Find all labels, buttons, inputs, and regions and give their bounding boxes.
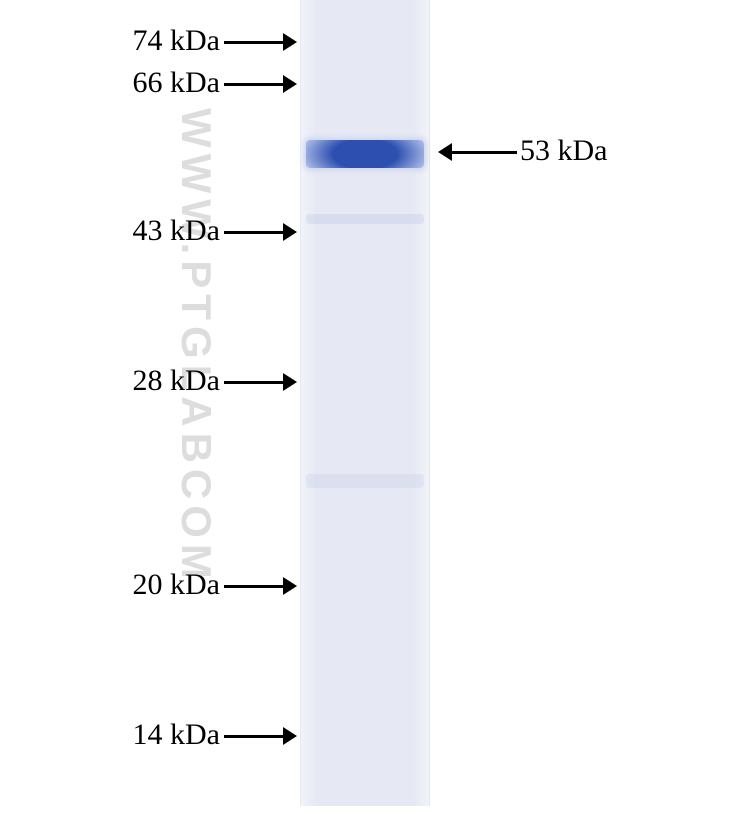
ladder-marker-label: 14 kDa: [133, 718, 220, 752]
watermark-text: WWW.PTGLABCOM: [172, 108, 220, 585]
faint-band: [306, 214, 424, 224]
faint-band: [306, 474, 424, 488]
ladder-marker-label: 28 kDa: [133, 364, 220, 398]
ladder-marker-label: 74 kDa: [133, 24, 220, 58]
ladder-marker-label: 20 kDa: [133, 568, 220, 602]
ladder-marker-arrow: [224, 373, 297, 391]
ladder-marker-arrow: [224, 577, 297, 595]
result-arrow: [438, 143, 517, 161]
result-label: 53 kDa: [520, 134, 607, 168]
ladder-marker-label: 43 kDa: [133, 214, 220, 248]
protein-band-main: [306, 140, 424, 168]
gel-lane: [300, 0, 430, 806]
ladder-marker-arrow: [224, 727, 297, 745]
gel-figure: WWW.PTGLABCOM 74 kDa 66 kDa 43 kDa 28 kDa 20…: [0, 0, 740, 816]
ladder-marker-arrow: [224, 75, 297, 93]
ladder-marker-arrow: [224, 223, 297, 241]
ladder-marker-arrow: [224, 33, 297, 51]
ladder-marker-label: 66 kDa: [133, 66, 220, 100]
